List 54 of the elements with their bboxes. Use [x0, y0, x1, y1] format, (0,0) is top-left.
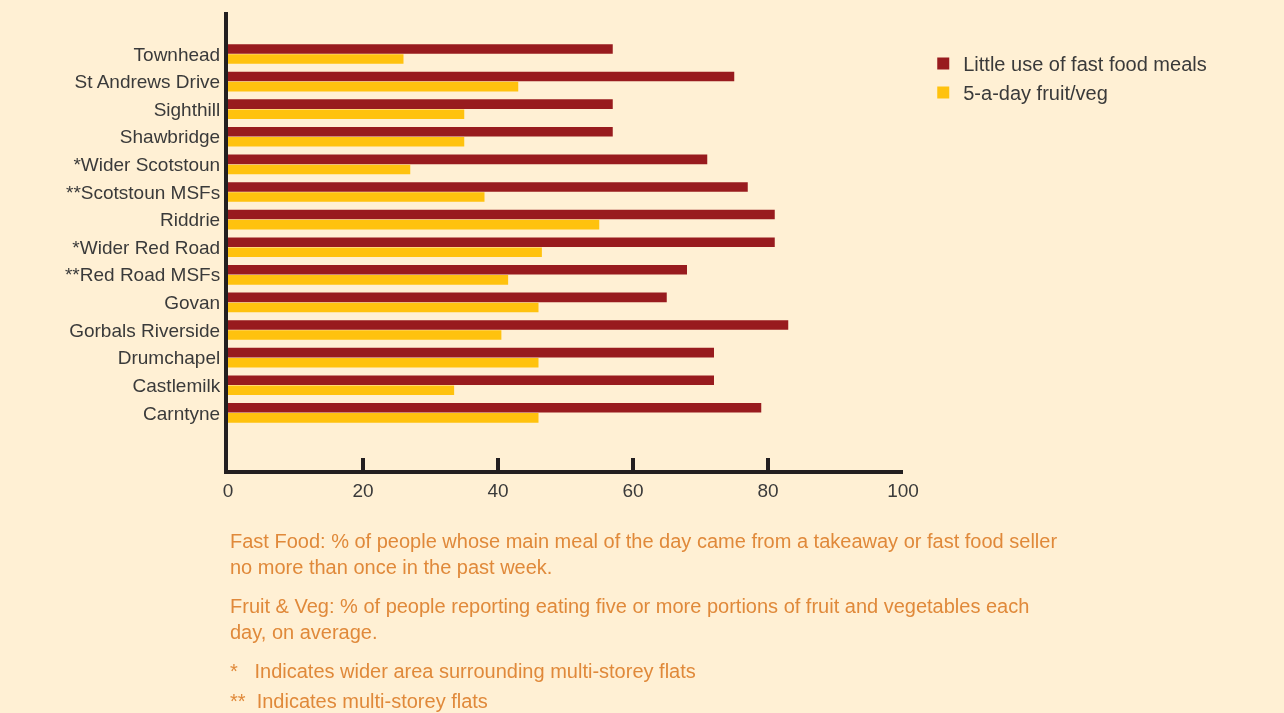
bar — [228, 403, 762, 413]
bar — [228, 302, 539, 313]
bar — [228, 330, 502, 340]
bar — [228, 126, 613, 137]
x-tick-label: 100 — [887, 479, 919, 501]
text: * Indicates wider area surrounding multi-storey flats — [230, 660, 696, 682]
bar — [228, 192, 485, 202]
bar — [228, 71, 735, 82]
x-tick-label: 80 — [757, 479, 779, 501]
bar — [228, 209, 775, 220]
y-tick-label: Townhead — [133, 43, 221, 65]
y-tick-label: *Wider Red Road — [72, 236, 221, 258]
bar — [228, 292, 667, 303]
bar — [228, 247, 542, 258]
bar — [228, 81, 519, 92]
legend-label: Little use of fast food meals — [963, 53, 1207, 76]
bar — [228, 164, 411, 175]
bar — [228, 375, 714, 385]
bar — [228, 99, 613, 109]
bar — [228, 137, 465, 147]
bar — [228, 320, 789, 330]
x-tick-label: 0 — [222, 479, 234, 501]
y-tick-label: Gorbals Riverside — [69, 319, 221, 341]
bar — [228, 385, 455, 396]
x-tick-label: 60 — [622, 479, 644, 501]
bar — [228, 154, 708, 165]
bar — [228, 237, 775, 247]
bar — [228, 413, 539, 423]
bar — [228, 109, 465, 119]
x-tick-label: 20 — [352, 479, 374, 501]
text: Fast Food: % of people whose main meal of the day came from a takeaway or fast food seller no more than once in the past week. — [230, 530, 1058, 578]
y-tick-label: Riddrie — [160, 209, 221, 231]
x-tick-label: 40 — [487, 479, 509, 501]
y-tick-label: Govan — [164, 292, 221, 314]
bar — [228, 54, 404, 64]
y-tick-label: Drumchapel — [117, 347, 221, 369]
y-tick-label: Sighthill — [153, 98, 221, 120]
y-tick-label: *Wider Scotstoun — [73, 154, 221, 176]
y-tick-label: Castlemilk — [132, 374, 221, 396]
bar — [228, 347, 714, 358]
y-tick-label: **Red Road MSFs — [64, 264, 221, 286]
bar — [228, 44, 613, 54]
bar — [228, 182, 748, 192]
bar — [228, 219, 600, 230]
text: Fruit & Veg: % of people reporting eating five or more portions of fruit and vegetables each day, on average. — [230, 595, 1030, 643]
y-tick-label: Carntyne — [143, 402, 221, 424]
bar — [228, 357, 539, 368]
legend-label: 5-a-day fruit/veg — [963, 82, 1108, 105]
y-tick-label: **Scotstoun MSFs — [66, 181, 221, 203]
y-tick-label: St Andrews Drive — [74, 71, 221, 93]
y-tick-label: Shawbridge — [119, 126, 221, 148]
bar — [228, 264, 687, 275]
bar — [228, 275, 509, 285]
text: ** Indicates multi-storey flats — [230, 690, 488, 712]
